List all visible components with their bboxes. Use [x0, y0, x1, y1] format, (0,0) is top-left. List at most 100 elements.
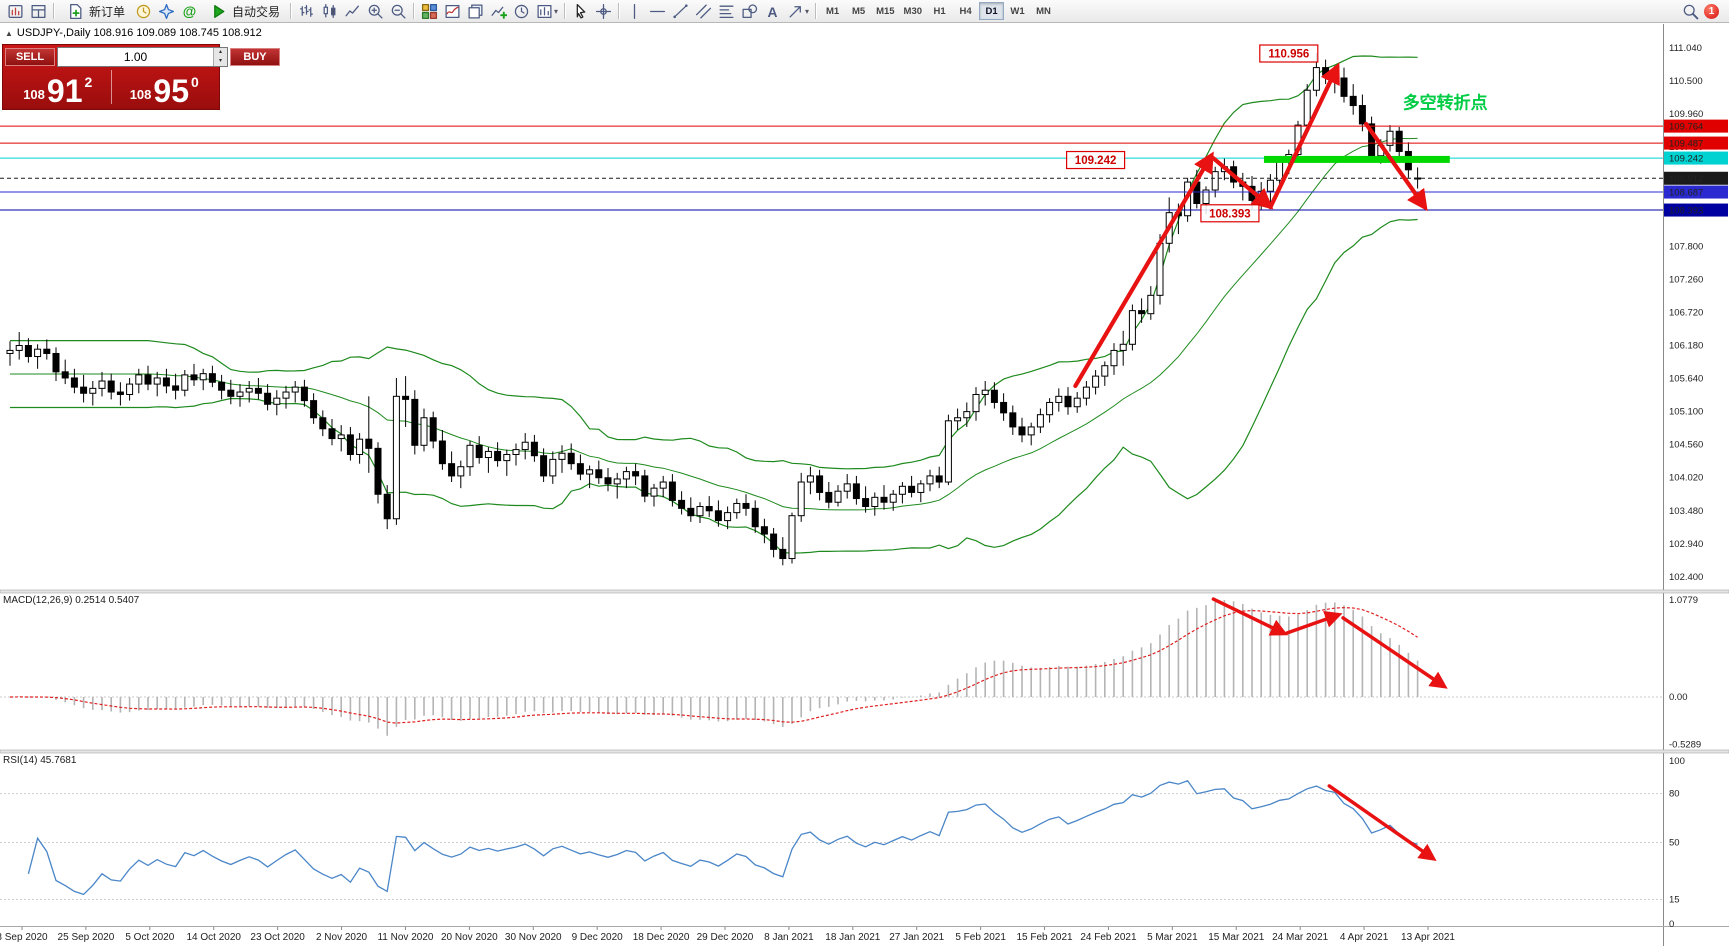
support-zone-bar[interactable] [1263, 155, 1450, 163]
dropdown-caret-icon[interactable]: ▾ [554, 6, 559, 16]
date-axis-label: 8 Sep 2020 [0, 932, 48, 943]
date-axis-label: 27 Jan 2021 [889, 932, 944, 943]
price-axis-label: 110.500 [1669, 76, 1703, 87]
price-tag-label: 108.912 [1669, 174, 1703, 185]
zoom-out-icon[interactable] [387, 1, 409, 21]
channel-icon[interactable] [692, 1, 714, 21]
profiles-icon[interactable] [27, 1, 49, 21]
shapes-icon[interactable] [738, 1, 760, 21]
volume-increase-button[interactable]: ▴ [214, 48, 227, 57]
timeframe-d1-button[interactable]: D1 [979, 2, 1005, 20]
timeframe-mn-button[interactable]: MN [1031, 2, 1056, 20]
bid-price[interactable]: 108 91 2 [5, 67, 111, 107]
vertical-line-icon[interactable] [623, 1, 645, 21]
volume-decrease-button[interactable]: ▾ [214, 57, 227, 66]
new-order-button[interactable]: 新订单 [58, 1, 131, 21]
trend-arrows[interactable] [1073, 62, 1428, 389]
rsi-trend-arrows[interactable] [1327, 784, 1437, 861]
add-indicator-icon[interactable] [487, 1, 509, 21]
tile-windows-icon[interactable] [418, 1, 440, 21]
volume-spinner: ▴ ▾ [213, 48, 227, 66]
new-chart-icon[interactable] [4, 1, 26, 21]
date-axis-label: 8 Jan 2021 [764, 932, 814, 943]
pane-separator[interactable] [0, 749, 1729, 754]
search-icon[interactable] [1679, 1, 1701, 21]
ask-price[interactable]: 108 95 0 [112, 67, 218, 107]
price-axis-label: 105.100 [1669, 407, 1703, 418]
candlestick-chart-icon[interactable] [318, 1, 340, 21]
fibonacci-icon[interactable] [715, 1, 737, 21]
trendline-icon[interactable] [669, 1, 691, 21]
chart-background [0, 24, 1729, 946]
macd-axis-label: 0.00 [1669, 692, 1688, 703]
period-icon[interactable] [510, 1, 532, 21]
pane-separator[interactable] [0, 589, 1729, 594]
timeframe-m1-button[interactable]: M1 [820, 2, 845, 20]
date-axis-label: 29 Dec 2020 [697, 932, 754, 943]
zoom-in-icon[interactable] [364, 1, 386, 21]
rsi-indicator-label: RSI(14) 45.7681 [3, 755, 77, 766]
indicators-icon[interactable] [441, 1, 463, 21]
bar-chart-icon[interactable] [295, 1, 317, 21]
date-axis-label: 15 Feb 2021 [1016, 932, 1073, 943]
ask-price-fraction: 0 [191, 74, 199, 90]
price-annotation-label: 109.242 [1075, 155, 1117, 167]
date-axis-label: 30 Nov 2020 [505, 932, 562, 943]
price-annotation-label: 110.956 [1268, 49, 1309, 61]
date-axis-label: 18 Jan 2021 [825, 932, 880, 943]
timeframe-m5-button[interactable]: M5 [846, 2, 871, 20]
volume-input[interactable] [58, 48, 213, 66]
price-axis-label: 105.640 [1669, 374, 1703, 385]
templates-icon[interactable] [464, 1, 486, 21]
date-axis-label: 24 Feb 2021 [1080, 932, 1137, 943]
price-annotation-box[interactable] [1259, 44, 1319, 63]
arrow-label-icon[interactable] [784, 1, 806, 21]
price-axis-label: 104.020 [1669, 473, 1703, 484]
date-axis-label: 13 Apr 2021 [1401, 932, 1455, 943]
crosshair-icon[interactable] [592, 1, 614, 21]
date-axis-label: 24 Mar 2021 [1272, 932, 1329, 943]
date-axis-label: 9 Dec 2020 [572, 932, 624, 943]
price-annotation-box[interactable] [1200, 204, 1260, 223]
macd-indicator-label: MACD(12,26,9) 0.2514 0.5407 [3, 595, 140, 606]
date-axis-label: 2 Nov 2020 [316, 932, 368, 943]
dropdown-caret-icon[interactable]: ▾ [805, 6, 810, 16]
rsi-axis-label: 100 [1669, 756, 1685, 767]
price-axis-label: 102.400 [1669, 572, 1703, 583]
ask-price-pips: 95 [153, 72, 189, 109]
timeframe-m15-button[interactable]: M15 [872, 2, 898, 20]
price-tag-label: 109.764 [1669, 122, 1703, 133]
macd-axis-label: -0.5289 [1669, 740, 1701, 751]
line-chart-icon[interactable] [341, 1, 363, 21]
notification-badge[interactable]: 1 [1704, 3, 1719, 19]
timeframe-h1-button[interactable]: H1 [927, 2, 952, 20]
chart-canvas[interactable]: 111.040110.500109.960109.420108.880108.3… [0, 24, 1729, 946]
timeframe-m30-button[interactable]: M30 [900, 2, 926, 20]
toolbar-separator [564, 3, 566, 19]
price-axis-label: 103.480 [1669, 506, 1703, 517]
sell-button[interactable]: SELL [5, 48, 55, 66]
timeframe-toolbar: M1 M5 M15 M30 H1 H4 D1 W1 MN [820, 2, 1056, 20]
macd-trend-arrows[interactable] [1211, 597, 1448, 689]
chart-settings-icon[interactable] [533, 1, 555, 21]
buy-button[interactable]: BUY [230, 48, 280, 66]
timeframe-h4-button[interactable]: H4 [953, 2, 978, 20]
turning-point-note[interactable]: 多空转折点 [1403, 93, 1488, 113]
auto-trading-button[interactable]: 自动交易 [201, 1, 286, 21]
timeframe-w1-button[interactable]: W1 [1005, 2, 1030, 20]
market-watch-icon[interactable] [132, 1, 154, 21]
navigator-icon[interactable] [155, 1, 177, 21]
price-tag-label: 109.487 [1669, 139, 1703, 150]
text-icon[interactable]: A [761, 1, 783, 21]
auto-trading-button-label: 自动交易 [232, 4, 281, 19]
price-tag [1664, 151, 1728, 165]
price-tag [1664, 185, 1728, 199]
metaeditor-icon[interactable]: @ [178, 1, 200, 21]
horizontal-line-icon[interactable] [646, 1, 668, 21]
price-tag-label: 108.687 [1669, 188, 1703, 199]
price-tag [1664, 136, 1728, 150]
price-annotation-box[interactable] [1065, 150, 1126, 170]
toolbar-separator [618, 3, 620, 19]
cursor-icon[interactable] [569, 1, 591, 21]
